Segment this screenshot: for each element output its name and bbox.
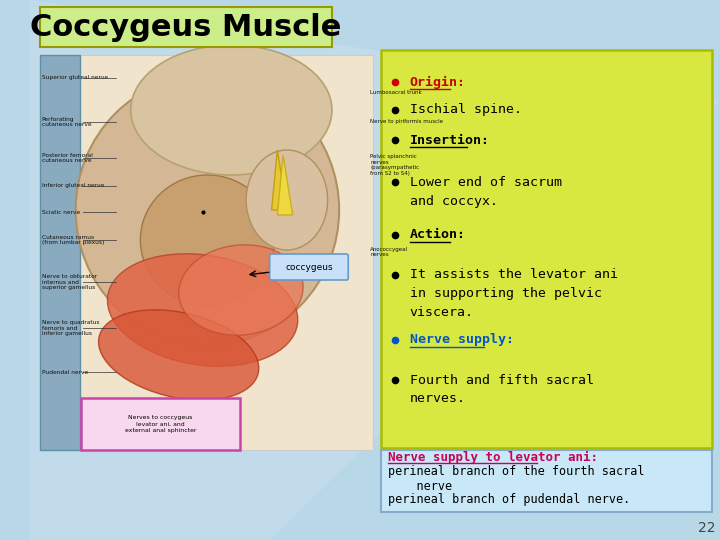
Text: 22: 22 [698,521,716,535]
Polygon shape [271,150,287,210]
Ellipse shape [99,310,258,400]
Text: Inferior gluteal nerve: Inferior gluteal nerve [42,184,104,188]
Text: Pelvic splanchnic
nerves
(parasympathetic
from S2 to S4): Pelvic splanchnic nerves (parasympatheti… [370,154,420,176]
Text: Nerve supply:: Nerve supply: [410,334,513,347]
FancyBboxPatch shape [40,55,373,450]
Text: Nerve supply to levator ani:: Nerve supply to levator ani: [389,450,598,463]
Text: Insertion:: Insertion: [410,133,490,146]
Text: Superior gluteal nerve: Superior gluteal nerve [42,76,108,80]
Polygon shape [30,0,720,540]
Text: Fourth and fifth sacral: Fourth and fifth sacral [410,374,593,387]
Text: It assists the levator ani: It assists the levator ani [410,268,618,281]
Text: Lumbosacral trunk: Lumbosacral trunk [370,90,422,94]
Text: nerve: nerve [389,480,453,492]
Text: Lower end of sacrum: Lower end of sacrum [410,176,562,188]
Ellipse shape [179,245,303,335]
Text: Nerves to coccygeus
levator ani, and
external anal sphincter: Nerves to coccygeus levator ani, and ext… [125,415,196,433]
Text: Nerve to obturator
internus and
superior gamellus: Nerve to obturator internus and superior… [42,274,96,290]
Text: and coccyx.: and coccyx. [410,194,498,207]
Text: Origin:: Origin: [410,76,466,89]
FancyBboxPatch shape [40,7,332,47]
Text: Action:: Action: [410,228,466,241]
Text: Perforating
cutaneous nerve: Perforating cutaneous nerve [42,117,91,127]
Text: in supporting the pelvic: in supporting the pelvic [410,287,602,300]
Text: perineal branch of the fourth sacral: perineal branch of the fourth sacral [389,465,645,478]
Ellipse shape [131,45,332,175]
Polygon shape [277,155,292,215]
Polygon shape [40,55,80,450]
Text: Cutaneous ramus
(from lumbar plexus): Cutaneous ramus (from lumbar plexus) [42,235,104,245]
Text: Coccygeus Muscle: Coccygeus Muscle [30,12,341,42]
Ellipse shape [107,254,298,366]
Text: nerves.: nerves. [410,393,466,406]
Ellipse shape [76,75,339,345]
Text: Ischial spine.: Ischial spine. [410,104,521,117]
Text: viscera.: viscera. [410,307,474,320]
Ellipse shape [140,175,274,305]
FancyBboxPatch shape [381,50,712,448]
FancyBboxPatch shape [81,398,240,450]
Text: Anococcygeal
nerves: Anococcygeal nerves [370,247,408,257]
Text: Pudendal nerve: Pudendal nerve [42,369,88,375]
FancyBboxPatch shape [381,450,712,512]
Text: Nerve to piriformis muscle: Nerve to piriformis muscle [370,119,444,125]
Text: Nerve to quadratus
femoris and
inferior gamellus: Nerve to quadratus femoris and inferior … [42,320,99,336]
Text: perineal branch of pudendal nerve.: perineal branch of pudendal nerve. [389,494,631,507]
Ellipse shape [246,150,328,250]
Text: Sciatic nerve: Sciatic nerve [42,210,80,214]
Text: Posterior femoral
cutaneous nerve: Posterior femoral cutaneous nerve [42,153,92,163]
FancyBboxPatch shape [270,254,348,280]
Text: coccygeus: coccygeus [285,262,333,272]
